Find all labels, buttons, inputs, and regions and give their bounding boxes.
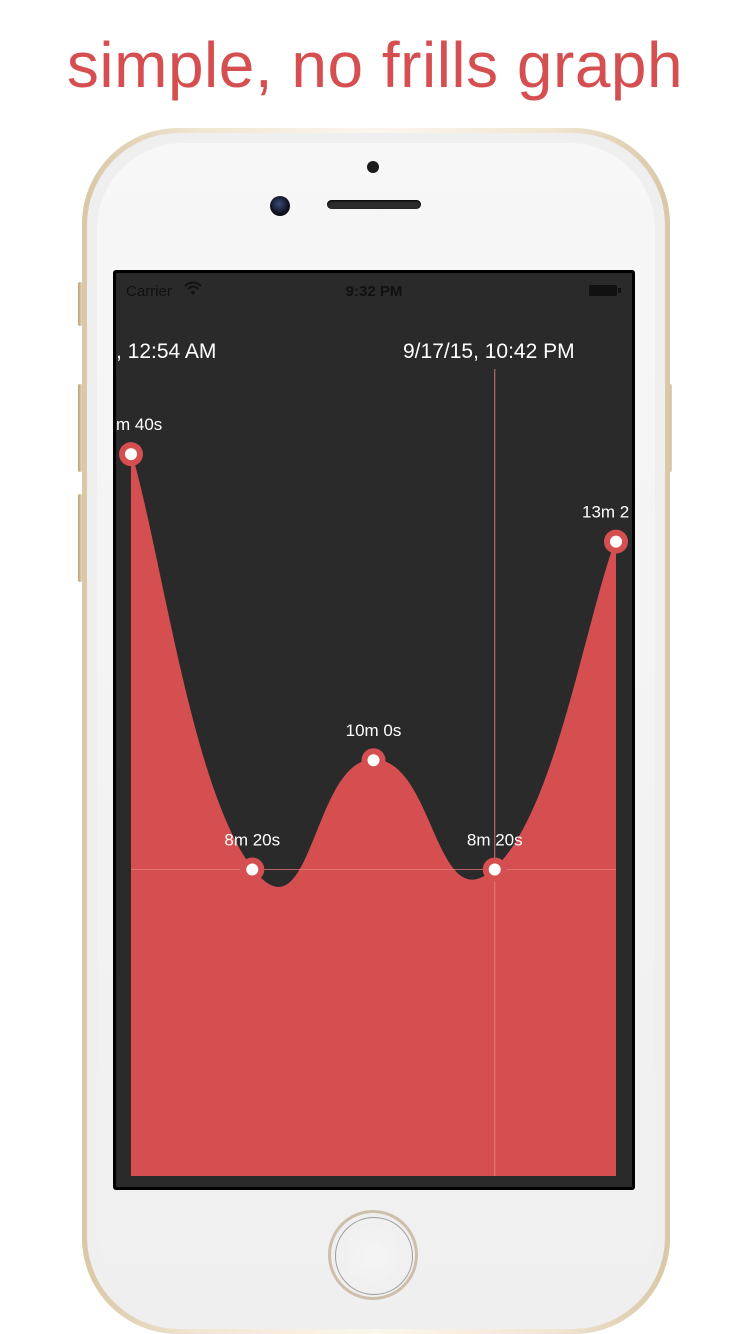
data-point-label: 8m 20s bbox=[467, 831, 523, 850]
front-camera bbox=[270, 196, 290, 216]
headline: simple, no frills graph bbox=[66, 29, 684, 101]
data-point-label: m 40s bbox=[116, 415, 162, 434]
side-button-power bbox=[668, 384, 672, 472]
home-button[interactable] bbox=[328, 1210, 418, 1300]
data-point-label: 10m 0s bbox=[346, 721, 402, 740]
front-sensor bbox=[367, 161, 379, 173]
earpiece-speaker bbox=[327, 200, 421, 209]
data-point bbox=[125, 448, 137, 461]
data-point bbox=[488, 863, 501, 876]
battery-icon bbox=[589, 285, 617, 296]
battery-tip bbox=[618, 288, 621, 293]
data-point bbox=[610, 535, 622, 548]
date-label-right: 9/17/15, 10:42 PM bbox=[403, 340, 575, 363]
status-bar: Carrier 9:32 PM bbox=[116, 273, 632, 309]
home-button-ring bbox=[335, 1217, 413, 1295]
side-button-volume-down bbox=[78, 494, 82, 582]
data-point bbox=[367, 754, 380, 767]
status-time: 9:32 PM bbox=[345, 283, 403, 300]
phone-screen: Carrier 9:32 PM , 12:54 AM 9/17/15, 10:4… bbox=[113, 270, 635, 1190]
wifi-icon bbox=[184, 281, 202, 299]
date-label-left: , 12:54 AM bbox=[116, 340, 217, 363]
side-button-mute bbox=[78, 282, 82, 326]
line-graph[interactable]: m 40s 8m 20s 10m 0s 8m 20s 13m 2 bbox=[116, 273, 632, 1187]
data-point bbox=[246, 863, 259, 876]
carrier-label: Carrier bbox=[126, 283, 172, 300]
data-point-label: 8m 20s bbox=[224, 831, 280, 850]
data-point-label: 13m 2 bbox=[582, 503, 629, 522]
graph-screen: Carrier 9:32 PM , 12:54 AM 9/17/15, 10:4… bbox=[116, 273, 632, 1187]
graph-area-fill bbox=[131, 454, 616, 1176]
side-button-volume-up bbox=[78, 384, 82, 472]
